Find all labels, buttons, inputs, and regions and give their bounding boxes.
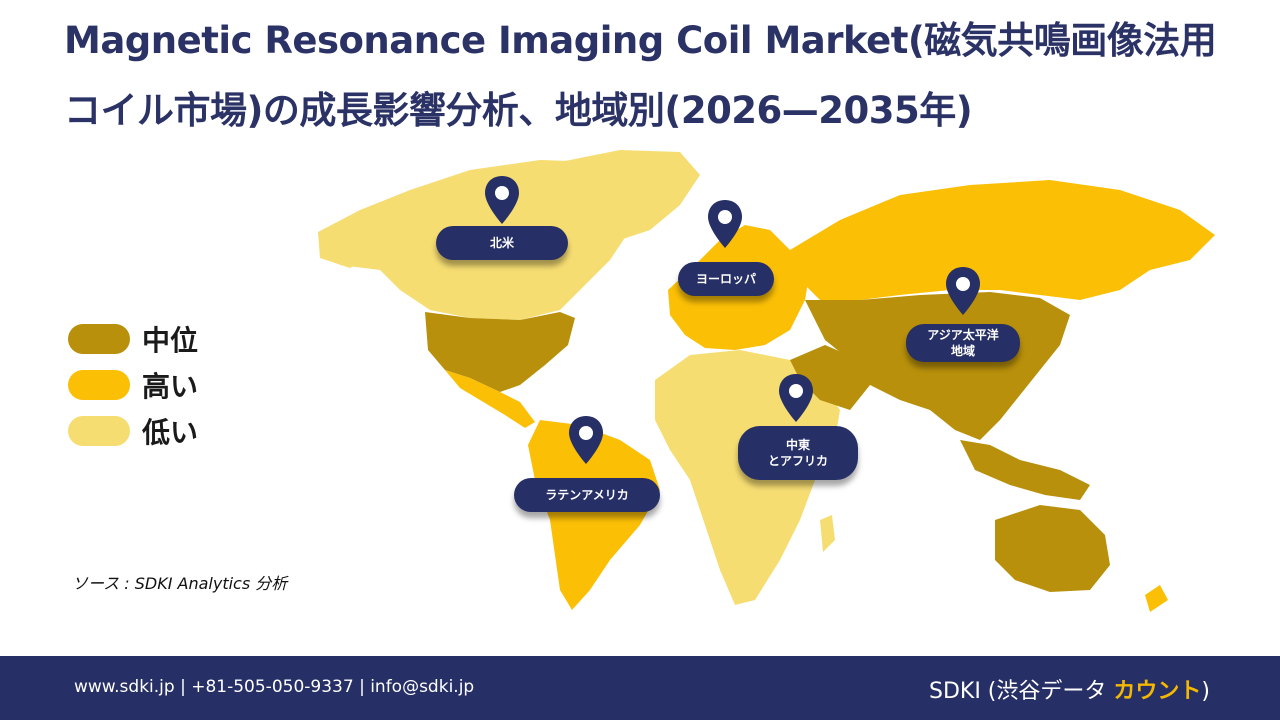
map-pin-icon — [779, 374, 813, 422]
region-label-latin-america: ラテンアメリカ — [514, 478, 660, 512]
page-title: Magnetic Resonance Imaging Coil Market(磁… — [64, 6, 1244, 146]
region-label-mea: 中東 とアフリカ — [738, 426, 858, 480]
region-south-america — [528, 420, 660, 610]
legend-swatch-medium — [68, 324, 130, 354]
source-note: ソース : SDKI Analytics 分析 — [72, 574, 288, 593]
footer-contact[interactable]: www.sdki.jp | +81-505-050-9337 | info@sd… — [74, 677, 475, 697]
legend-item-low: 低い — [68, 408, 198, 454]
map-pin-icon — [485, 176, 519, 224]
region-label-asia-pacific: アジア太平洋 地域 — [906, 324, 1020, 362]
title-line-2: コイル市場)の成長影響分析、地域別(2026—2035年) — [64, 89, 973, 132]
region-text-asia-pacific-2: 地域 — [950, 344, 975, 358]
region-label-north-america: 北米 — [436, 226, 568, 260]
region-new-zealand — [1145, 585, 1168, 612]
map-pin-icon — [708, 200, 742, 248]
footer-brand: SDKI (渋谷データ カウント) — [929, 673, 1210, 705]
region-russia — [790, 180, 1215, 300]
region-greenland — [560, 150, 700, 240]
legend-label-low: 低い — [142, 416, 199, 449]
legend-label-high: 高い — [142, 370, 199, 403]
legend-label-medium: 中位 — [142, 324, 199, 357]
region-text-latin-america: ラテンアメリカ — [545, 488, 629, 502]
region-alaska — [318, 222, 375, 268]
footer-brand-accent: カウント — [1113, 679, 1202, 704]
legend-swatch-low — [68, 416, 130, 446]
footer-brand-prefix: SDKI (渋谷データ — [928, 679, 1107, 704]
region-text-mea-1: 中東 — [785, 438, 810, 452]
footer-brand-suffix: ) — [1201, 679, 1210, 704]
region-label-europe: ヨーロッパ — [678, 262, 774, 296]
map-pin-icon — [569, 416, 603, 464]
map-pin-icon — [946, 267, 980, 315]
region-text-europe: ヨーロッパ — [695, 272, 756, 286]
footer-bar: www.sdki.jp | +81-505-050-9337 | info@sd… — [0, 656, 1280, 720]
legend-swatch-high — [68, 370, 130, 400]
region-text-mea-2: とアフリカ — [767, 454, 828, 468]
legend-item-high: 高い — [68, 362, 198, 408]
region-australia — [995, 505, 1110, 592]
title-line-1: Magnetic Resonance Imaging Coil Market(磁… — [64, 19, 1217, 62]
region-usa — [425, 312, 575, 392]
region-mexico — [445, 370, 535, 428]
legend: 中位 高い 低い — [68, 316, 198, 454]
region-text-asia-pacific-1: アジア太平洋 — [927, 328, 999, 342]
region-text-north-america: 北米 — [489, 236, 514, 250]
region-madagascar — [820, 515, 835, 552]
region-southeast-asia — [960, 440, 1090, 500]
legend-item-medium: 中位 — [68, 316, 198, 362]
region-middle-east — [790, 345, 870, 410]
